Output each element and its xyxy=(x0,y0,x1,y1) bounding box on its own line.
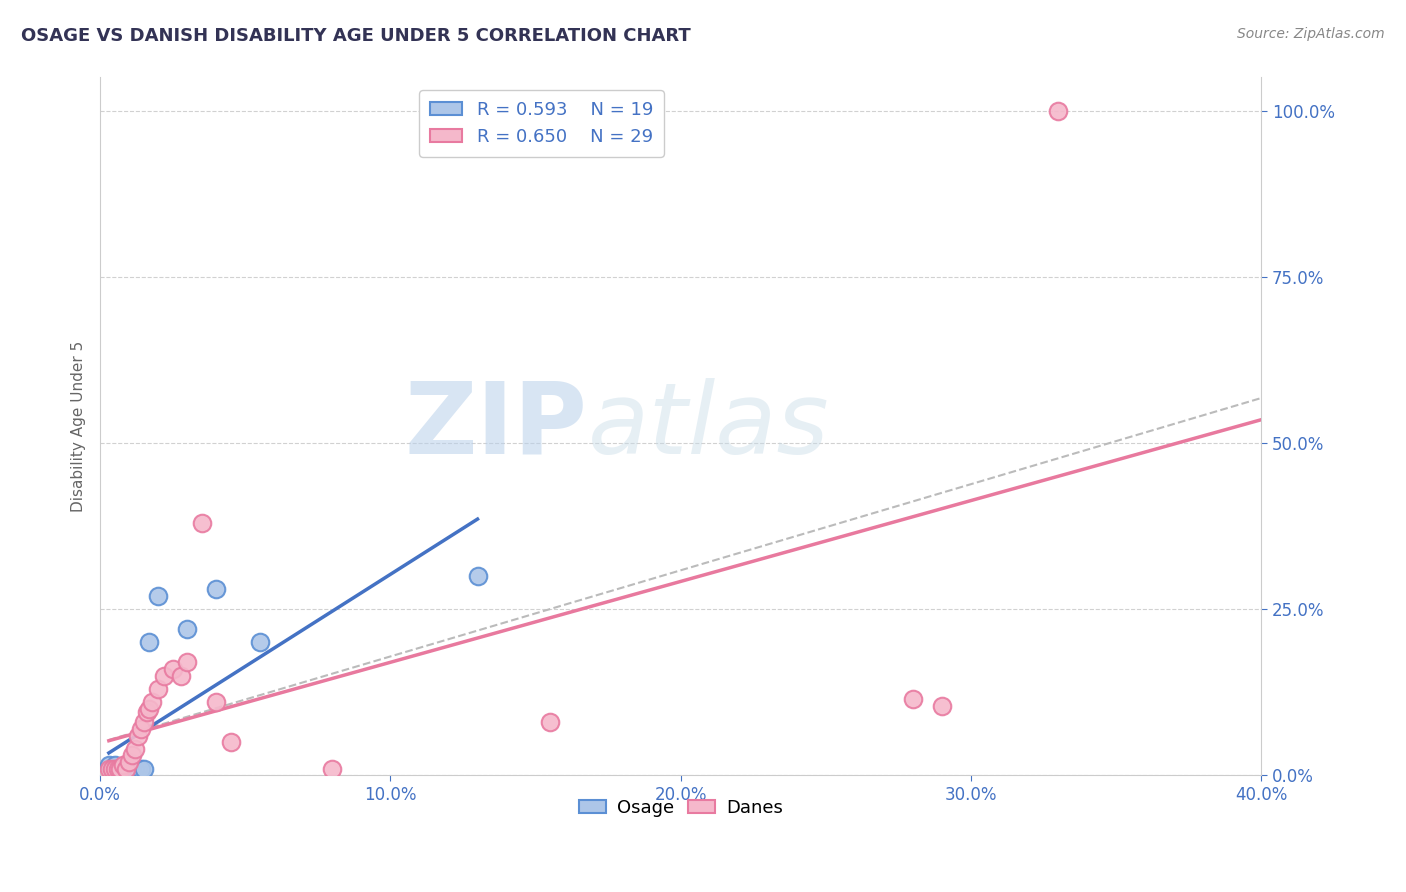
Point xyxy=(205,695,228,709)
Point xyxy=(170,669,193,683)
Point xyxy=(97,762,120,776)
Point xyxy=(538,715,561,730)
Point xyxy=(219,735,242,749)
Point xyxy=(118,762,141,776)
Point xyxy=(931,698,953,713)
Point xyxy=(176,656,198,670)
Point xyxy=(132,715,155,730)
Point xyxy=(112,758,135,772)
Point xyxy=(205,582,228,597)
Text: Source: ZipAtlas.com: Source: ZipAtlas.com xyxy=(1237,27,1385,41)
Point xyxy=(110,762,132,776)
Point xyxy=(97,758,120,772)
Point xyxy=(127,729,149,743)
Point xyxy=(107,762,129,776)
Point xyxy=(104,758,127,772)
Legend: Osage, Danes: Osage, Danes xyxy=(571,792,790,824)
Point xyxy=(121,762,143,776)
Point xyxy=(148,681,170,696)
Point xyxy=(901,692,924,706)
Text: OSAGE VS DANISH DISABILITY AGE UNDER 5 CORRELATION CHART: OSAGE VS DANISH DISABILITY AGE UNDER 5 C… xyxy=(21,27,690,45)
Point xyxy=(112,760,135,774)
Point xyxy=(138,635,160,649)
Y-axis label: Disability Age Under 5: Disability Age Under 5 xyxy=(72,341,86,512)
Point xyxy=(127,762,149,776)
Point xyxy=(132,762,155,776)
Point xyxy=(176,622,198,636)
Point xyxy=(110,762,132,776)
Point xyxy=(124,741,146,756)
Text: atlas: atlas xyxy=(588,378,830,475)
Point xyxy=(107,762,129,776)
Point xyxy=(162,662,184,676)
Point xyxy=(100,762,122,776)
Point xyxy=(129,722,152,736)
Point xyxy=(100,762,122,776)
Point xyxy=(124,762,146,776)
Point xyxy=(249,635,271,649)
Point xyxy=(190,516,212,530)
Point xyxy=(104,762,127,776)
Point xyxy=(467,569,489,583)
Point xyxy=(115,758,138,772)
Point xyxy=(148,589,170,603)
Text: ZIP: ZIP xyxy=(405,378,588,475)
Point xyxy=(141,695,163,709)
Point xyxy=(138,702,160,716)
Point xyxy=(118,755,141,769)
Point xyxy=(115,762,138,776)
Point xyxy=(153,669,176,683)
Point xyxy=(129,762,152,776)
Point xyxy=(321,762,343,776)
Point xyxy=(121,748,143,763)
Point xyxy=(135,705,157,719)
Point xyxy=(1047,103,1070,118)
